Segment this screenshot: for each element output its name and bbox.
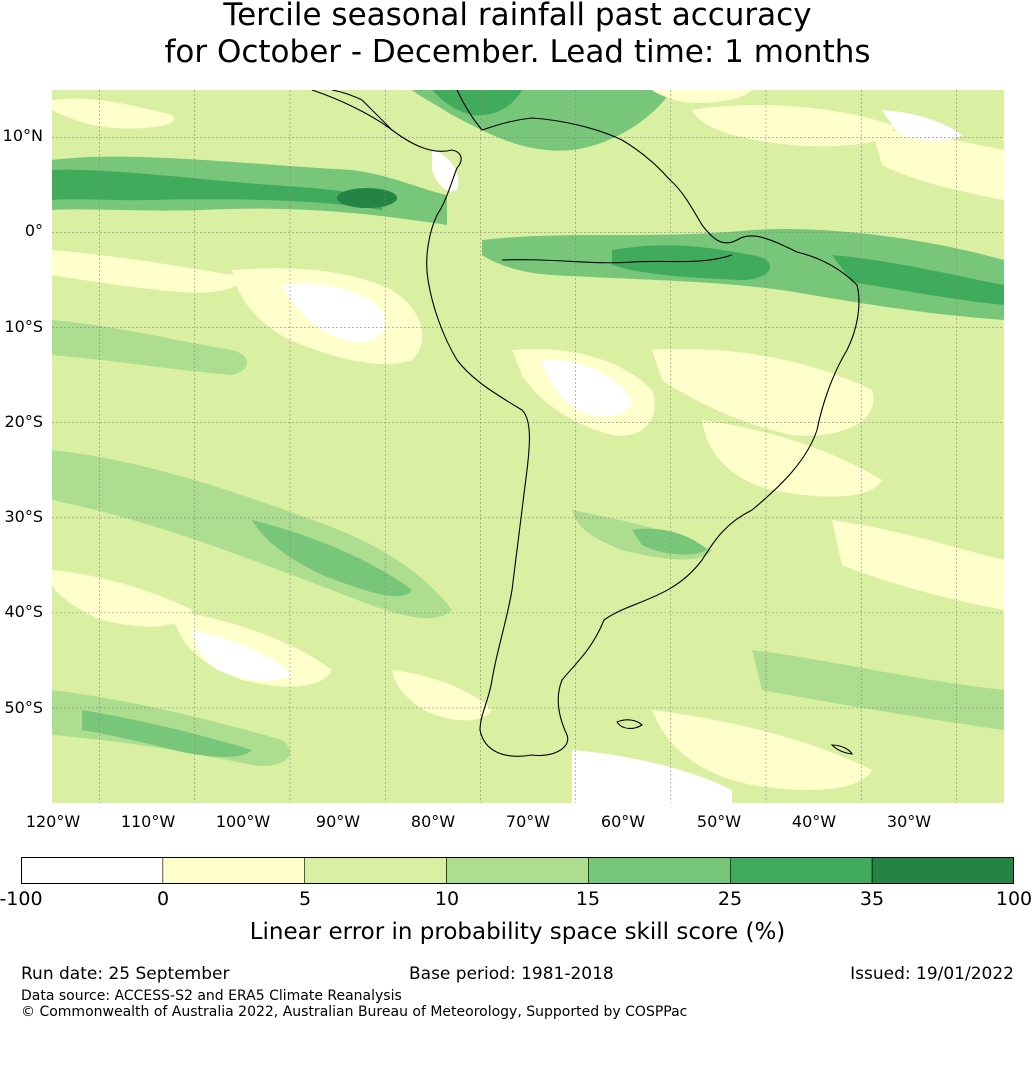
- lat-label-10s: 10°S: [4, 317, 43, 336]
- colorbar-segment: [588, 857, 731, 884]
- lon-label-80w: 80°W: [410, 812, 456, 831]
- colorbar-segment: [304, 857, 447, 884]
- lon-label-60w: 60°W: [600, 812, 646, 831]
- map-title-line-1: Tercile seasonal rainfall past accuracy: [223, 0, 812, 33]
- colorbar-segment: [871, 857, 1014, 884]
- colorbar-label: Linear error in probability space skill …: [249, 919, 786, 945]
- colorbar-tick-10: 10: [434, 888, 460, 910]
- base-period: Base period: 1981-2018: [409, 964, 614, 984]
- copyright-notice: © Commonwealth of Australia 2022, Austra…: [21, 1004, 688, 1020]
- issued-date: Issued: 19/01/2022: [850, 964, 1014, 984]
- map-canvas: [52, 90, 1004, 803]
- colorbar-tick-0: 0: [156, 888, 170, 910]
- lat-label-10n: 10°N: [2, 126, 43, 145]
- colorbar-tick-5: 5: [298, 888, 312, 910]
- colorbar-tick-minus-100: -100: [0, 888, 43, 910]
- lon-label-90w: 90°W: [315, 812, 361, 831]
- coastlines: [311, 90, 860, 757]
- colorbar-segment: [162, 857, 306, 884]
- lon-label-50w: 50°W: [696, 812, 742, 831]
- skill-score-map: [52, 90, 1004, 803]
- colorbar-segment: [729, 857, 873, 884]
- amazon-river: [501, 254, 733, 264]
- lon-label-40w: 40°W: [791, 812, 837, 831]
- falkland-islands-outline: [616, 719, 643, 729]
- data-source: Data source: ACCESS-S2 and ERA5 Climate …: [21, 988, 402, 1004]
- central-america-coastline: [331, 90, 393, 131]
- lat-label-50s: 50°S: [4, 698, 43, 717]
- map-title-line-2: for October - December. Lead time: 1 mon…: [164, 34, 871, 70]
- skill-field: [52, 90, 1004, 803]
- colorbar: [21, 857, 1014, 884]
- colorbar-tick-15: 15: [575, 888, 601, 910]
- colorbar-tick-35: 35: [859, 888, 885, 910]
- colorbar-border: [21, 857, 1014, 884]
- lat-label-20s: 20°S: [4, 412, 43, 431]
- lon-label-30w: 30°W: [886, 812, 932, 831]
- lon-label-110w: 110°W: [120, 812, 176, 831]
- south-georgia-outline: [830, 744, 853, 755]
- lat-label-30s: 30°S: [4, 507, 43, 526]
- colorbar-segment: [446, 857, 589, 884]
- south-america-coastline: [311, 90, 860, 757]
- lon-label-120w: 120°W: [25, 812, 81, 831]
- lon-label-70w: 70°W: [505, 812, 551, 831]
- run-date: Run date: 25 September: [21, 964, 230, 984]
- lon-label-100w: 100°W: [215, 812, 271, 831]
- colorbar-tick-25: 25: [717, 888, 743, 910]
- lat-label-0: 0°: [24, 221, 43, 240]
- colorbar-segment: [21, 857, 164, 884]
- lat-label-40s: 40°S: [4, 602, 43, 621]
- colorbar-tick-100: 100: [995, 888, 1033, 910]
